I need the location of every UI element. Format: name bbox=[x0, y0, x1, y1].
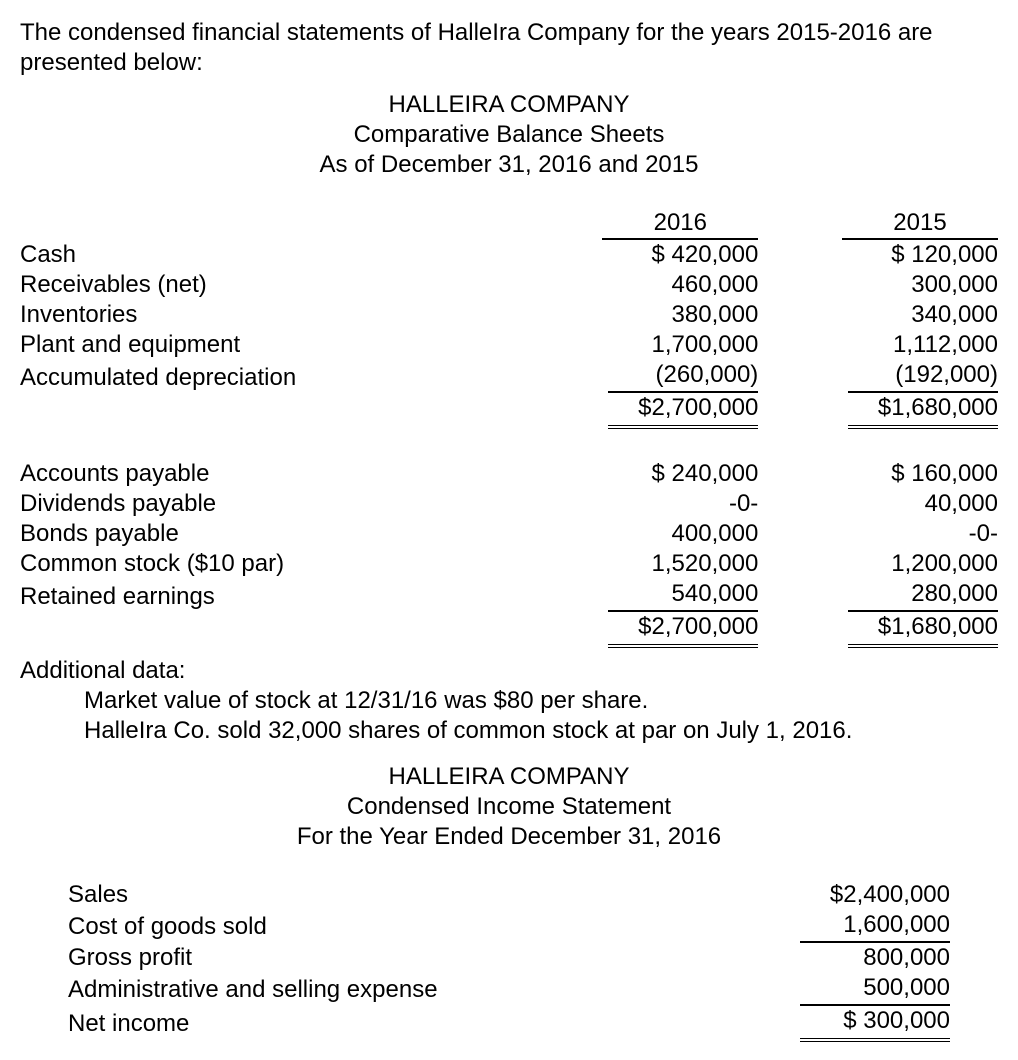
row-ap: Accounts payable $ 240,000 $ 160,000 bbox=[20, 459, 998, 489]
row-accdep: Accumulated depreciation (260,000) (192,… bbox=[20, 360, 998, 393]
year-2016: 2016 bbox=[602, 208, 758, 240]
row-ni: Net income $ 300,000 bbox=[68, 1006, 950, 1042]
liab-total-2015: $1,680,000 bbox=[848, 612, 998, 648]
label-ap: Accounts payable bbox=[20, 459, 558, 489]
row-cogs: Cost of goods sold 1,600,000 bbox=[68, 910, 950, 943]
admin-val: 500,000 bbox=[800, 973, 950, 1006]
row-cs: Common stock ($10 par) 1,520,000 1,200,0… bbox=[20, 549, 998, 579]
dp-2015: 40,000 bbox=[798, 489, 998, 519]
label-cash: Cash bbox=[20, 240, 558, 270]
label-ni: Net income bbox=[68, 1006, 730, 1042]
assets-total-2015: $1,680,000 bbox=[848, 393, 998, 429]
receivables-2016: 460,000 bbox=[558, 270, 758, 300]
row-admin: Administrative and selling expense 500,0… bbox=[68, 973, 950, 1006]
receivables-2015: 300,000 bbox=[798, 270, 998, 300]
ap-2016: $ 240,000 bbox=[558, 459, 758, 489]
label-accdep: Accumulated depreciation bbox=[20, 360, 558, 393]
row-liab-total: $2,700,000 $1,680,000 bbox=[20, 612, 998, 648]
year-2015: 2015 bbox=[842, 208, 998, 240]
label-admin: Administrative and selling expense bbox=[68, 973, 730, 1006]
additional-line1: Market value of stock at 12/31/16 was $8… bbox=[84, 686, 998, 716]
inventories-2015: 340,000 bbox=[798, 300, 998, 330]
row-dp: Dividends payable -0- 40,000 bbox=[20, 489, 998, 519]
gp-val: 800,000 bbox=[730, 943, 950, 973]
label-dp: Dividends payable bbox=[20, 489, 558, 519]
cogs-val: 1,600,000 bbox=[800, 910, 950, 943]
plant-2016: 1,700,000 bbox=[558, 330, 758, 360]
additional-line2: HalleIra Co. sold 32,000 shares of commo… bbox=[84, 716, 998, 746]
row-assets-total: $2,700,000 $1,680,000 bbox=[20, 393, 998, 429]
row-plant: Plant and equipment 1,700,000 1,112,000 bbox=[20, 330, 998, 360]
accdep-2015: (192,000) bbox=[848, 360, 998, 393]
label-receivables: Receivables (net) bbox=[20, 270, 558, 300]
inventories-2016: 380,000 bbox=[558, 300, 758, 330]
cash-2016: $ 420,000 bbox=[558, 240, 758, 270]
bs-title-date: As of December 31, 2016 and 2015 bbox=[20, 150, 998, 180]
cs-2015: 1,200,000 bbox=[798, 549, 998, 579]
row-receivables: Receivables (net) 460,000 300,000 bbox=[20, 270, 998, 300]
bs-title-company: HALLEIRA COMPANY bbox=[20, 90, 998, 120]
additional-data: Additional data: Market value of stock a… bbox=[20, 656, 998, 746]
plant-2015: 1,112,000 bbox=[798, 330, 998, 360]
label-sales: Sales bbox=[68, 880, 730, 910]
dp-2016: -0- bbox=[558, 489, 758, 519]
cash-2015: $ 120,000 bbox=[798, 240, 998, 270]
label-bp: Bonds payable bbox=[20, 519, 558, 549]
bp-2016: 400,000 bbox=[558, 519, 758, 549]
balance-sheet-assets: 2016 2015 Cash $ 420,000 $ 120,000 Recei… bbox=[20, 208, 998, 429]
row-sales: Sales $2,400,000 bbox=[68, 880, 950, 910]
bs-title-name: Comparative Balance Sheets bbox=[20, 120, 998, 150]
intro-text: The condensed financial statements of Ha… bbox=[20, 18, 998, 78]
sales-val: $2,400,000 bbox=[730, 880, 950, 910]
accdep-2016: (260,000) bbox=[608, 360, 758, 393]
assets-total-2016: $2,700,000 bbox=[608, 393, 758, 429]
year-header-row: 2016 2015 bbox=[20, 208, 998, 240]
liab-total-2016: $2,700,000 bbox=[608, 612, 758, 648]
row-gp: Gross profit 800,000 bbox=[68, 943, 950, 973]
income-title-company: HALLEIRA COMPANY bbox=[20, 762, 998, 792]
income-header: HALLEIRA COMPANY Condensed Income Statem… bbox=[20, 762, 998, 852]
income-title-name: Condensed Income Statement bbox=[20, 792, 998, 822]
balance-sheet-header: HALLEIRA COMPANY Comparative Balance She… bbox=[20, 90, 998, 180]
row-inventories: Inventories 380,000 340,000 bbox=[20, 300, 998, 330]
re-2015: 280,000 bbox=[848, 579, 998, 612]
ap-2015: $ 160,000 bbox=[798, 459, 998, 489]
label-inventories: Inventories bbox=[20, 300, 558, 330]
bp-2015: -0- bbox=[798, 519, 998, 549]
label-plant: Plant and equipment bbox=[20, 330, 558, 360]
re-2016: 540,000 bbox=[608, 579, 758, 612]
row-cash: Cash $ 420,000 $ 120,000 bbox=[20, 240, 998, 270]
row-bp: Bonds payable 400,000 -0- bbox=[20, 519, 998, 549]
ni-val: $ 300,000 bbox=[800, 1006, 950, 1042]
label-cogs: Cost of goods sold bbox=[68, 910, 730, 943]
cs-2016: 1,520,000 bbox=[558, 549, 758, 579]
label-re: Retained earnings bbox=[20, 579, 558, 612]
label-cs: Common stock ($10 par) bbox=[20, 549, 558, 579]
label-gp: Gross profit bbox=[68, 943, 730, 973]
income-title-date: For the Year Ended December 31, 2016 bbox=[20, 822, 998, 852]
balance-sheet-liabilities: Accounts payable $ 240,000 $ 160,000 Div… bbox=[20, 459, 998, 648]
income-statement: Sales $2,400,000 Cost of goods sold 1,60… bbox=[68, 880, 950, 1042]
row-re: Retained earnings 540,000 280,000 bbox=[20, 579, 998, 612]
additional-heading: Additional data: bbox=[20, 656, 998, 686]
